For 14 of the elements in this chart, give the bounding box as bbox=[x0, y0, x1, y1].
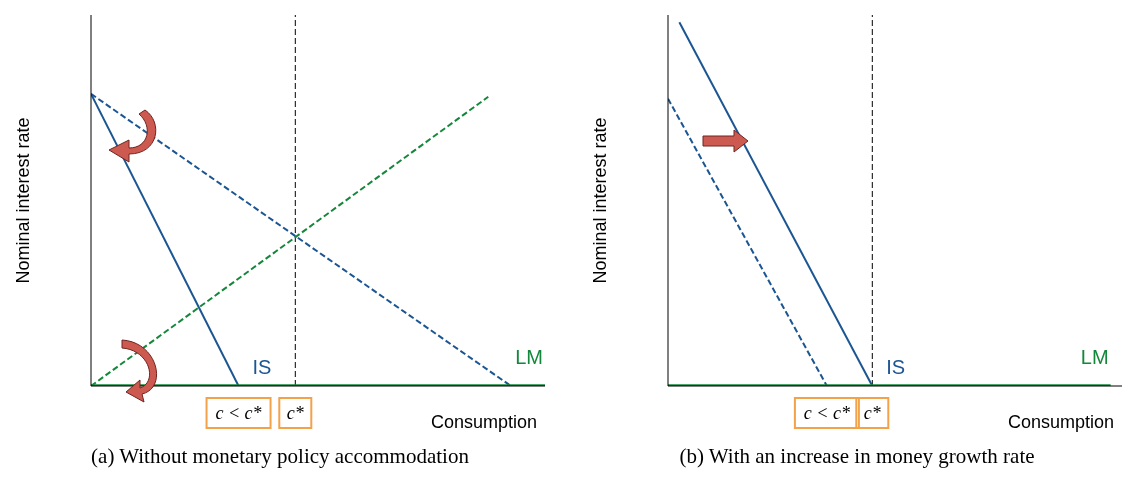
text: (b) With an increase in money growth rate bbox=[678, 444, 1036, 469]
x-tick-label: c < c* bbox=[803, 403, 850, 423]
series-label: IS bbox=[886, 356, 906, 378]
series-label: LM bbox=[515, 346, 543, 368]
x-tick-label: c < c* bbox=[215, 403, 262, 423]
y-axis-title: Nominal interest rate bbox=[590, 117, 611, 284]
x-tick-label: c* bbox=[286, 403, 304, 423]
series-label: IS bbox=[252, 356, 272, 378]
x-tick-label: c* bbox=[863, 403, 881, 423]
x-axis-title: Consumption bbox=[430, 412, 537, 432]
x-axis-title: Consumption bbox=[1007, 412, 1114, 432]
series-label: LM bbox=[1080, 346, 1109, 368]
text: (a) Without monetary policy accommodation bbox=[90, 444, 470, 469]
y-axis-title: Nominal interest rate bbox=[13, 117, 34, 284]
